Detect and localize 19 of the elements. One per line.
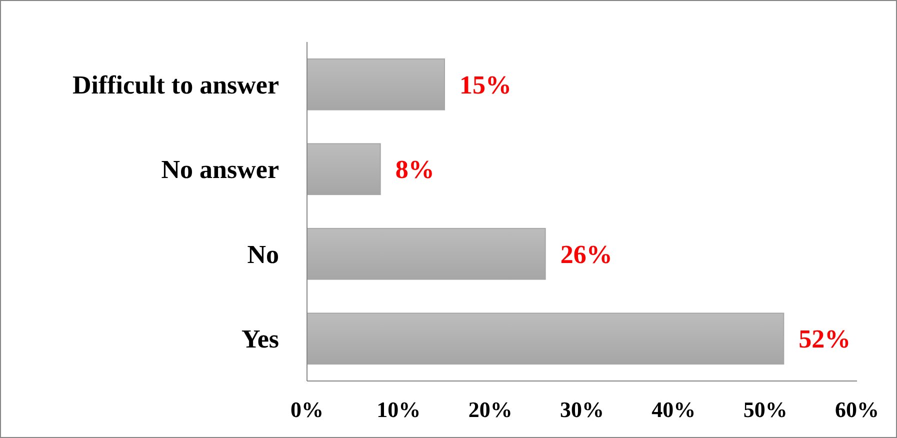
x-tick-label: 60% bbox=[835, 397, 879, 422]
data-label: 15% bbox=[460, 70, 512, 100]
bar bbox=[306, 58, 445, 110]
x-tick-label: 0% bbox=[290, 397, 324, 422]
y-tick-label: Difficult to answer bbox=[72, 70, 279, 100]
y-tick-label: Yes bbox=[241, 324, 279, 354]
y-tick-label: No answer bbox=[161, 155, 279, 184]
data-label: 52% bbox=[798, 324, 851, 354]
bar bbox=[306, 143, 381, 196]
data-label: 8% bbox=[395, 155, 434, 184]
x-tick-label: 10% bbox=[376, 397, 421, 422]
x-tick-label: 50% bbox=[743, 397, 788, 422]
x-tick-label: 20% bbox=[468, 397, 512, 422]
x-tick-label: 40% bbox=[652, 397, 696, 422]
y-tick-label: No bbox=[247, 240, 279, 269]
x-tick-label: 30% bbox=[560, 397, 604, 422]
bar bbox=[306, 312, 784, 365]
bar bbox=[306, 228, 546, 280]
data-label: 26% bbox=[560, 240, 612, 269]
